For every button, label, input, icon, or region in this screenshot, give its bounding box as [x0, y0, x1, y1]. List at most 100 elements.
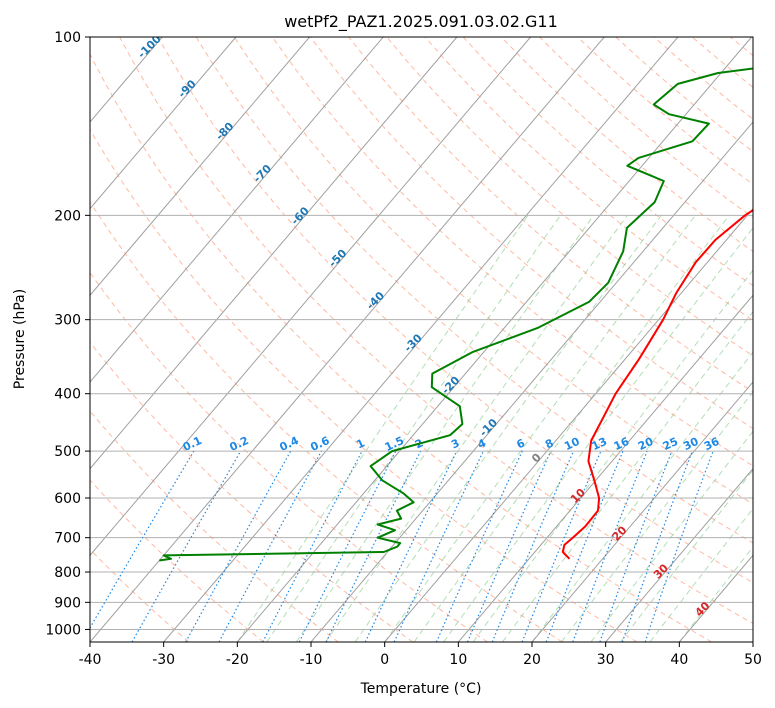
mixing-ratio-line	[90, 450, 195, 630]
y-tick-label: 1000	[45, 622, 81, 638]
temperature-profile	[561, 208, 753, 560]
isotherm-label: 20	[610, 523, 630, 543]
dry-adiabat	[90, 548, 190, 642]
x-tick-label: -40	[79, 652, 102, 668]
moist-adiabat	[384, 215, 696, 642]
moist-adiabat	[295, 215, 595, 642]
x-tick-label: -10	[300, 652, 323, 668]
mixing-ratio-line	[298, 450, 397, 642]
mixing-ratio-line	[393, 450, 484, 642]
y-tick-label: 300	[54, 313, 81, 329]
x-tick-label: 20	[523, 652, 541, 668]
isotherm-label: 30	[651, 561, 671, 581]
dry-adiabat	[90, 52, 712, 642]
mixing-ratio-line	[262, 450, 363, 642]
dry-adiabat	[424, 37, 753, 322]
mixing-ratio-line	[131, 450, 242, 642]
mixing-ratio-label: 16	[612, 435, 632, 453]
dry-adiabat	[90, 271, 488, 642]
moist-adiabat	[590, 430, 753, 642]
moist-adiabat	[443, 227, 753, 642]
isotherm	[752, 641, 753, 642]
isotherm-label: -80	[213, 119, 236, 142]
isotherm	[90, 37, 605, 642]
y-tick-label: 100	[54, 30, 81, 46]
mixing-ratio-label: 30	[681, 435, 701, 453]
moist-adiabat	[354, 215, 662, 642]
moist-adiabat	[649, 507, 753, 642]
mixing-ratio-line	[218, 450, 323, 642]
isotherm	[90, 37, 458, 470]
mixing-ratio-line	[185, 450, 292, 642]
dry-adiabat	[615, 37, 753, 153]
isotherm	[90, 37, 310, 297]
dry-adiabat	[90, 341, 414, 642]
moist-adiabat	[325, 215, 628, 642]
mixing-ratio-line	[599, 450, 673, 642]
x-axis-label: Temperature (°C)	[360, 681, 482, 697]
dry-adiabat	[386, 37, 753, 357]
isotherm	[605, 467, 753, 642]
x-axis: -40 -30 -20 -10 0 10 20 30 40 50	[79, 642, 762, 668]
moist-adiabat	[413, 214, 730, 642]
moist-adiabat	[266, 215, 561, 642]
dry-adiabat	[90, 201, 563, 642]
y-tick-label: 900	[54, 595, 81, 611]
mixing-ratio-line	[491, 450, 575, 642]
isotherm	[457, 294, 753, 642]
dry-adiabat	[90, 128, 638, 642]
dry-adiabat	[157, 37, 753, 584]
isotherm-label: -50	[326, 247, 349, 270]
chart-title: wetPf2_PAZ1.2025.091.03.02.G11	[284, 12, 558, 32]
isotherm-label: -40	[364, 289, 387, 312]
moist-adiabat	[531, 351, 753, 642]
x-tick-label: 0	[380, 652, 389, 668]
mixing-ratio-line	[644, 450, 714, 642]
isotherm	[310, 121, 753, 642]
dry-adiabat	[768, 37, 775, 642]
y-tick-label: 500	[54, 444, 81, 460]
x-tick-label: 40	[670, 652, 688, 668]
mixing-ratio-line	[521, 450, 602, 642]
mixing-ratio-line	[435, 450, 523, 642]
x-tick-label: 10	[449, 652, 467, 668]
isotherm-label: -30	[402, 331, 425, 354]
mixing-ratio-label: 36	[702, 435, 722, 453]
moist-adiabat	[678, 546, 753, 642]
dry-adiabat	[653, 37, 753, 120]
dry-adiabat	[500, 37, 753, 252]
moist-adiabat	[502, 310, 753, 642]
moist-adiabat	[236, 215, 529, 642]
dewpoint-profile	[159, 67, 753, 562]
dry-adiabat	[233, 37, 753, 505]
y-tick-label: 700	[54, 531, 81, 547]
isotherm-label: 10	[568, 486, 588, 506]
x-tick-label: -20	[226, 652, 249, 668]
line-labels: 0.1 0.2 0.4 0.6 1 1.5 2 3 4 6 8 10 13 16 20 25 30 36-100-…	[135, 32, 722, 619]
isotherm	[90, 37, 384, 383]
mixing-ratio-label: 13	[590, 435, 609, 453]
y-axis-label: Pressure (hPa)	[12, 289, 28, 389]
isotherm-label: -100	[135, 32, 164, 61]
dry-adiabat	[90, 410, 339, 642]
dry-adiabat	[90, 479, 264, 642]
y-tick-label: 800	[54, 565, 81, 581]
x-tick-label: 50	[744, 652, 762, 668]
y-tick-label: 600	[54, 491, 81, 507]
x-tick-label: 30	[597, 652, 615, 668]
mixing-ratio-label: 20	[636, 435, 656, 453]
background-lines	[90, 37, 775, 642]
dry-adiabat	[310, 37, 753, 430]
x-tick-label: -30	[152, 652, 175, 668]
isotherm	[90, 37, 531, 557]
isotherm	[678, 554, 753, 642]
mixing-ratio-line	[466, 450, 552, 642]
isotherm	[531, 381, 753, 642]
mixing-ratio-label: 25	[661, 435, 680, 453]
mixing-ratio-label: 10	[562, 435, 582, 453]
profiles	[159, 67, 753, 562]
mixing-ratio-line	[364, 450, 458, 642]
isotherm-label: -90	[176, 77, 199, 100]
isotherm	[163, 37, 679, 642]
